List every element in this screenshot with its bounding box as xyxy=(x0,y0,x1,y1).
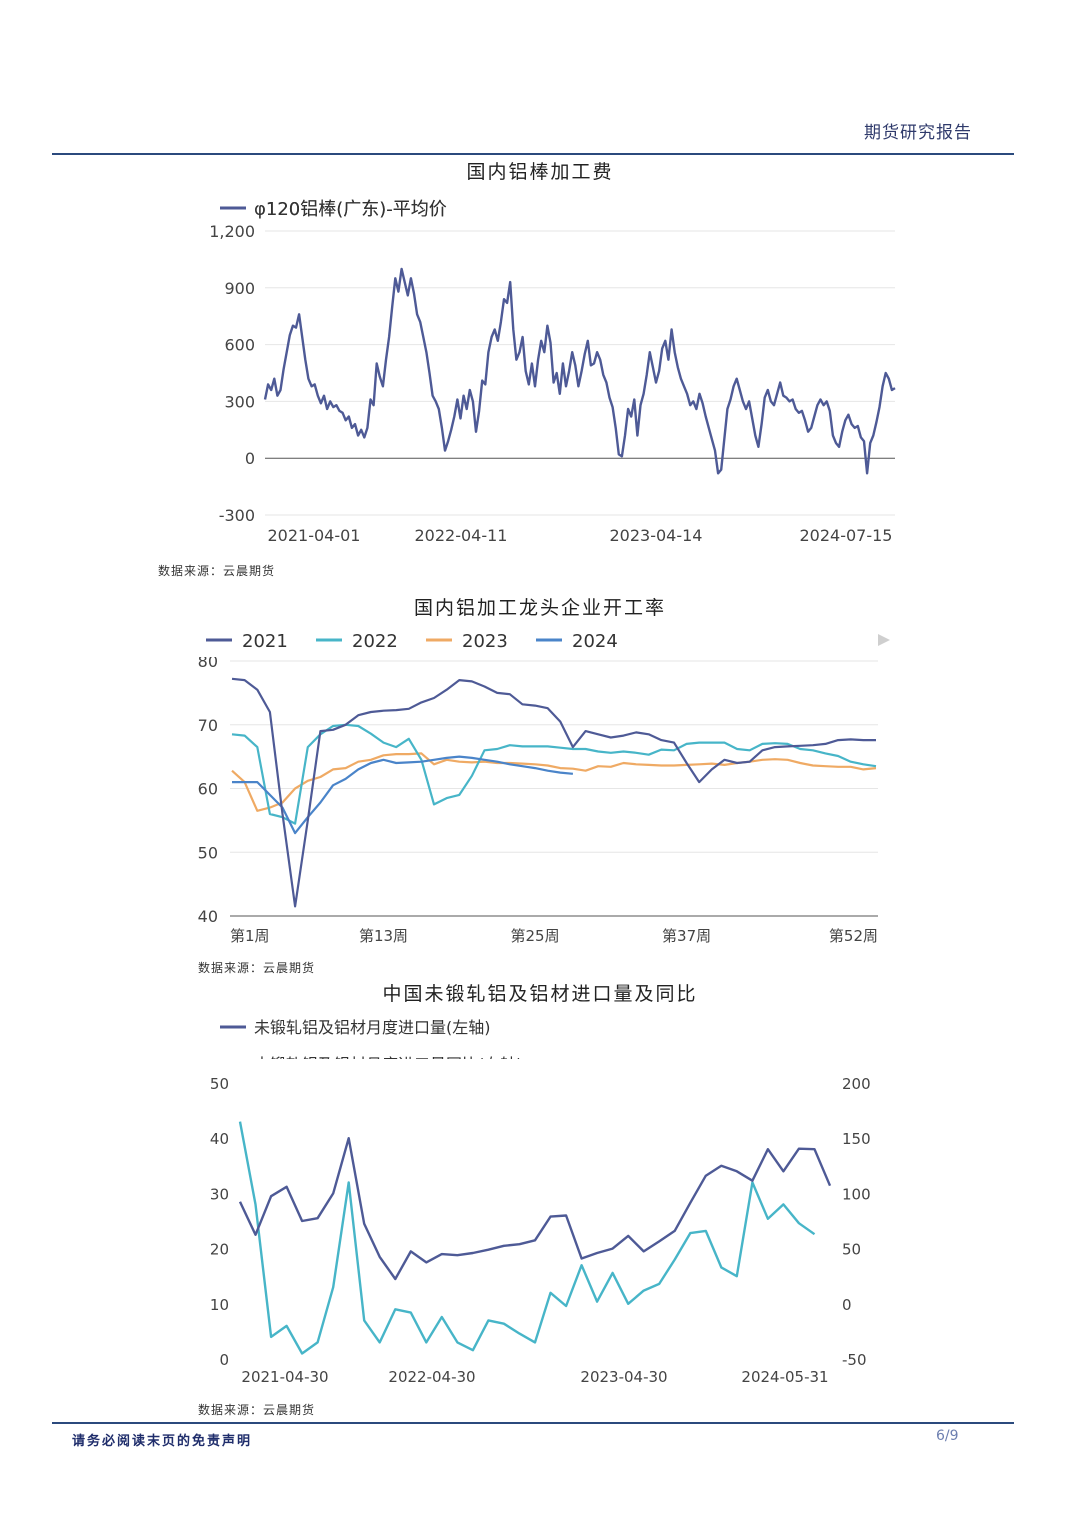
chart1-source: 数据来源：云晨期货 xyxy=(158,564,276,578)
chart3-xtick-label: 2023-04-30 xyxy=(580,1368,667,1386)
chart2-legend-label-2022: 2022 xyxy=(352,631,398,652)
chart3-xtick-label: 2021-04-30 xyxy=(241,1368,328,1386)
chart1-xtick-label: 2023-04-14 xyxy=(610,526,703,545)
chart2-xtick-label: 第52周 xyxy=(829,927,878,945)
chart2-ytick-label: 50 xyxy=(198,843,218,862)
chart2-ytick-label: 60 xyxy=(198,780,218,799)
chart3-series-yoy xyxy=(238,1121,816,1355)
chart3-xtick-label: 2022-04-30 xyxy=(388,1368,475,1386)
chart3-legend-label-volume: 未锻轧铝及铝材月度进口量(左轴) xyxy=(254,1018,491,1037)
chart3-title: 中国未锻轧铝及铝材进口量及同比 xyxy=(382,983,698,1005)
disclaimer-note: 请务必阅读末页的免责声明 xyxy=(72,1434,253,1449)
footer-rule xyxy=(52,1422,1014,1424)
chart1-xtick-label: 2021-04-01 xyxy=(268,526,361,545)
chart1-xtick-label: 2022-04-11 xyxy=(415,526,508,545)
chart1-ytick-label: 300 xyxy=(224,392,255,411)
chart3-ytick-right-label: 50 xyxy=(842,1241,861,1259)
chart2-xtick-label: 第37周 xyxy=(662,927,711,945)
chart3-ytick-right-label: 0 xyxy=(842,1296,852,1314)
chart2-legend-scroll-icon xyxy=(878,634,890,646)
chart1-title: 国内铝棒加工费 xyxy=(466,161,614,183)
chart2-ytick-label: 70 xyxy=(198,716,218,735)
chart1-series-line xyxy=(263,267,896,475)
chart2-xtick-label: 第25周 xyxy=(511,927,560,945)
chart3-ytick-left-label: 0 xyxy=(219,1351,229,1369)
chart2-series-2023 xyxy=(231,752,877,812)
chart3-import-volume: 未锻轧铝及铝材月度进口量(左轴)未锻轧铝及铝材月度进口量同比(右轴)010203… xyxy=(180,1018,900,1386)
chart2-xtick-label: 第1周 xyxy=(230,927,270,945)
chart1-ytick-label: 0 xyxy=(245,449,255,468)
chart2-legend-label-2021: 2021 xyxy=(242,631,288,652)
chart2-series-2021 xyxy=(231,677,876,908)
chart1-aluminum-rod-processing-fee: φ120铝棒(广东)-平均价-30003006009001,200φ120铝棒(… xyxy=(150,188,896,545)
chart1-legend-text: φ120铝棒(广东)-平均价 xyxy=(254,199,447,220)
chart3-ytick-left-label: 20 xyxy=(210,1241,229,1259)
chart3-ytick-right-label: -50 xyxy=(842,1351,867,1369)
report-header-title: 期货研究报告 xyxy=(864,123,972,143)
chart3-xtick-label: 2024-05-31 xyxy=(741,1368,828,1386)
chart2-series-2022 xyxy=(231,723,877,825)
chart3-ytick-right-label: 200 xyxy=(842,1075,871,1093)
chart2-title: 国内铝加工龙头企业开工率 xyxy=(413,597,666,619)
chart3-ytick-left-label: 50 xyxy=(210,1075,229,1093)
chart3-ytick-left-label: 30 xyxy=(210,1185,229,1203)
chart3-series-volume xyxy=(238,1137,832,1281)
chart1-ytick-label: 900 xyxy=(224,279,255,298)
chart3-axis-mask xyxy=(180,1059,900,1077)
chart3-ytick-left-label: 40 xyxy=(210,1130,229,1148)
chart2-legend-label-2024: 2024 xyxy=(572,631,618,652)
chart1-xtick-label: 2024-07-15 xyxy=(800,526,893,545)
chart2-source: 数据来源：云晨期货 xyxy=(198,961,316,975)
chart2-ytick-label: 40 xyxy=(198,907,218,926)
chart2-series-2024 xyxy=(232,755,574,835)
chart3-ytick-left-label: 10 xyxy=(210,1296,229,1314)
chart1-axis-mask xyxy=(150,188,263,225)
chart1-ytick-label: 1,200 xyxy=(209,222,255,241)
chart2-xtick-label: 第13周 xyxy=(359,927,408,945)
page-number: 6/9 xyxy=(936,1428,959,1444)
chart3-ytick-right-label: 100 xyxy=(842,1185,871,1203)
chart1-legend-label: φ120铝棒(广东)-平均价 xyxy=(254,199,447,220)
chart3-ytick-right-label: 150 xyxy=(842,1130,871,1148)
chart2-legend-label-2023: 2023 xyxy=(462,631,508,652)
chart1-ytick-label: 600 xyxy=(224,336,255,355)
chart3-source: 数据来源：云晨期货 xyxy=(198,1403,316,1417)
chart1-ytick-label: -300 xyxy=(219,506,255,525)
header-rule xyxy=(52,153,1014,155)
